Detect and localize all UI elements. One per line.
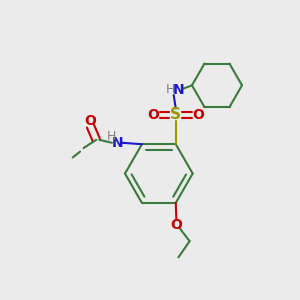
Text: S: S: [170, 107, 181, 122]
Text: H: H: [107, 130, 117, 143]
Text: O: O: [170, 218, 182, 232]
Text: O: O: [84, 114, 96, 128]
Text: H: H: [166, 83, 175, 96]
Text: O: O: [192, 108, 204, 122]
Text: N: N: [112, 136, 124, 150]
Text: N: N: [173, 83, 184, 97]
Text: O: O: [148, 108, 160, 122]
